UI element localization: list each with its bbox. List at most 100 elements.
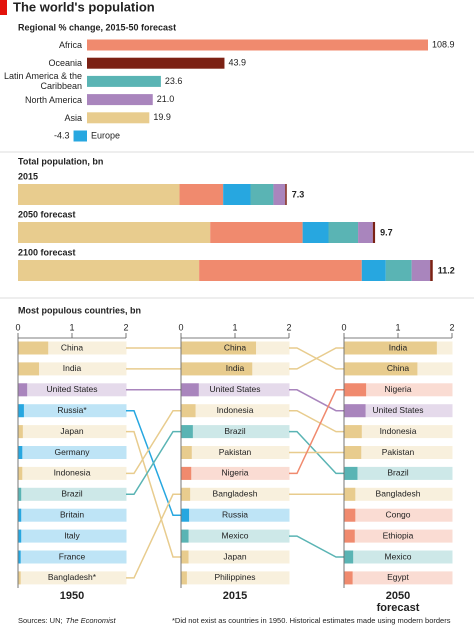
row-background xyxy=(18,529,127,543)
value-label: 43.9 xyxy=(228,58,246,68)
x-tick-label: 0 xyxy=(341,322,346,332)
bar xyxy=(18,550,21,564)
row-background xyxy=(18,425,127,439)
country-label: Bangladesh* xyxy=(48,572,97,582)
chart-subtitle: Total population, bn xyxy=(18,156,103,166)
row-background xyxy=(344,383,453,397)
bar-segment xyxy=(199,260,362,281)
panel-label: 1950 xyxy=(59,590,85,602)
total-label: 9.7 xyxy=(380,227,393,237)
category-label: Africa xyxy=(58,40,82,50)
bar xyxy=(87,112,150,124)
country-label: United States xyxy=(372,405,423,415)
bar xyxy=(344,529,355,543)
source: Sources: UN; xyxy=(18,616,63,625)
country-label: Nigeria xyxy=(222,468,249,478)
bar xyxy=(18,383,28,397)
country-label: United States xyxy=(209,384,260,394)
bar xyxy=(18,508,22,522)
row-background xyxy=(344,529,453,543)
bar xyxy=(344,341,437,355)
country-label: Nigeria xyxy=(385,384,412,394)
bar xyxy=(181,466,192,480)
country-label: Philippines xyxy=(214,572,255,582)
country-label: Egypt xyxy=(387,572,409,582)
row-background xyxy=(18,466,127,480)
category-label-box: Asia xyxy=(64,113,82,123)
brand-mark xyxy=(0,0,7,15)
panel-label: 2015 xyxy=(222,590,248,602)
row-background xyxy=(18,383,127,397)
country-label: Brazil xyxy=(387,468,408,478)
country-label: Japan xyxy=(223,551,246,561)
rank-link xyxy=(126,430,181,496)
bar xyxy=(344,446,362,459)
row-background xyxy=(181,571,290,585)
rank-link xyxy=(126,493,181,579)
bar xyxy=(344,466,358,480)
bar xyxy=(87,94,153,106)
country-label: Bangladesh xyxy=(213,489,258,499)
bar xyxy=(18,571,21,585)
country-label: Germany xyxy=(55,447,91,457)
category-label-box: Africa xyxy=(58,40,82,50)
row-background xyxy=(181,487,290,501)
bar xyxy=(87,75,161,87)
row-background xyxy=(181,550,290,564)
rank-link xyxy=(126,409,181,475)
bar xyxy=(18,446,23,459)
bar-segment xyxy=(250,184,274,205)
category-label: Latin America & the Caribbean xyxy=(3,71,82,92)
row-background xyxy=(18,550,127,564)
bar-segment xyxy=(285,184,287,205)
row-background xyxy=(18,404,127,418)
bar-label: 2050 forecast xyxy=(18,209,76,219)
row-background xyxy=(344,487,453,501)
category-label-box: North America xyxy=(25,95,82,105)
bar-segment xyxy=(273,184,286,205)
bar-segment xyxy=(18,222,211,243)
row-background xyxy=(181,529,290,543)
row-background xyxy=(344,466,453,480)
bar xyxy=(87,39,428,51)
bar xyxy=(344,571,353,585)
bar xyxy=(18,425,23,439)
category-label-box: Latin America & the Caribbean xyxy=(3,71,82,92)
rank-link xyxy=(289,389,344,475)
category-label: Oceania xyxy=(48,58,82,69)
rank-link xyxy=(289,347,344,370)
row-background xyxy=(18,571,127,585)
row-background xyxy=(18,487,127,501)
country-label: China xyxy=(224,342,246,352)
country-label: Indonesia xyxy=(217,405,254,415)
bar-segment xyxy=(18,184,180,205)
country-label: Indonesia xyxy=(380,426,417,436)
bar xyxy=(181,487,191,501)
row-background xyxy=(344,404,453,418)
row-background xyxy=(344,571,453,585)
bar xyxy=(344,487,356,501)
panel-label-box: 2050 forecast xyxy=(377,590,420,614)
country-label: Mexico xyxy=(385,551,412,561)
panel-label-box: 2015 xyxy=(222,590,248,602)
x-tick-label: 0 xyxy=(15,322,20,332)
bar xyxy=(344,425,362,439)
bar-segment xyxy=(210,222,303,243)
country-label: France xyxy=(59,551,86,561)
row-background xyxy=(18,508,127,522)
bar-segment xyxy=(411,260,431,281)
x-tick-label: 1 xyxy=(232,322,237,332)
x-tick-label: 2 xyxy=(286,322,291,332)
bar-segment xyxy=(179,184,224,205)
row-background xyxy=(181,508,290,522)
bar xyxy=(181,425,193,439)
footnote: *Did not exist as countries in 1950. His… xyxy=(172,616,451,625)
bar xyxy=(344,404,366,418)
x-tick-label: 1 xyxy=(395,322,400,332)
row-background xyxy=(181,446,290,459)
bar xyxy=(18,529,22,543)
bar-segment xyxy=(328,222,359,243)
category-label-box: Oceania xyxy=(48,58,82,69)
bar xyxy=(18,466,23,480)
